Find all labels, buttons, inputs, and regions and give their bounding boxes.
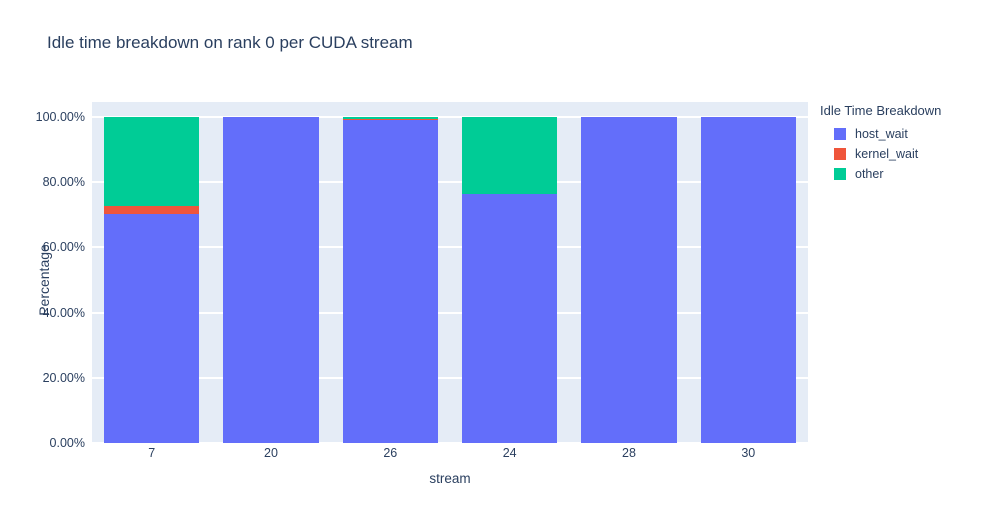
legend-label: kernel_wait [855,147,919,161]
plot-area [92,102,808,444]
x-tick-label-30: 30 [741,446,756,460]
legend-swatch-icon [834,128,846,140]
gridline-60 [92,246,808,249]
y-tick-label: 40.00% [42,305,85,320]
x-tick-label-20: 20 [264,446,278,460]
bar-segment-host_wait-stream-20[interactable] [223,117,319,443]
legend: Idle Time Breakdown host_wait kernel_wait… [820,103,941,184]
bar-segment-other-stream-7[interactable] [103,117,200,207]
bar-stream-28[interactable] [581,117,677,443]
x-tick-label-24: 24 [502,446,517,460]
legend-label: host_wait [855,127,908,141]
y-tick-label: 20.00% [42,370,85,385]
y-tick-label: 0.00% [49,436,85,450]
bar-band-30 [689,117,808,443]
x-tick-label-7: 7 [148,446,156,460]
y-tick-label: 60.00% [42,240,85,255]
bar-stream-20[interactable] [223,117,319,443]
legend-title: Idle Time Breakdown [820,103,942,118]
bar-segment-host_wait-stream-26[interactable] [342,119,439,443]
gridline-100 [92,116,808,118]
legend-item-host_wait[interactable]: host_wait [820,124,941,144]
bar-band-26 [331,117,450,443]
bar-segment-kernel_wait-stream-7[interactable] [103,206,200,215]
bar-band-20 [211,117,330,443]
bar-stream-26[interactable] [342,117,439,443]
x-axis-title: stream [429,471,471,486]
x-tick-label-28: 28 [622,446,636,460]
bar-stream-7[interactable] [103,117,200,443]
y-axis-ticks: 0.00% 20.00% 40.00% 60.00% 80.00% 100.00% [0,102,88,450]
bar-stream-24[interactable] [461,117,558,443]
legend-item-kernel_wait[interactable]: kernel_wait [820,144,941,164]
legend-label: other [855,167,884,181]
legend-swatch-icon [834,148,846,160]
bar-segment-host_wait-stream-28[interactable] [581,117,677,443]
y-tick-label: 80.00% [42,175,85,190]
y-tick-label: 100.00% [35,110,85,124]
gridline-0 [92,442,808,444]
gridline-20 [92,376,808,379]
legend-item-other[interactable]: other [820,164,941,184]
bar-segment-kernel_wait-stream-26[interactable] [342,118,439,120]
x-tick-label-26: 26 [383,446,398,460]
bar-segment-host_wait-stream-24[interactable] [461,194,558,443]
bar-segment-host_wait-stream-7[interactable] [103,214,200,443]
gridline-40 [92,311,808,314]
bar-band-28 [569,117,688,443]
bar-band-7 [92,117,211,443]
x-axis-ticks: 7 20 26 24 28 30 [92,446,808,460]
bars-row [92,117,808,443]
bar-stream-30[interactable] [700,117,797,443]
bar-segment-host_wait-stream-30[interactable] [700,117,797,443]
bar-band-24 [450,117,569,443]
legend-swatch-icon [834,168,846,180]
chart-title: Idle time breakdown on rank 0 per CUDA s… [47,33,413,52]
gridline-80 [92,181,808,184]
bar-segment-other-stream-24[interactable] [461,117,558,195]
bar-segment-other-stream-26[interactable] [342,117,439,119]
